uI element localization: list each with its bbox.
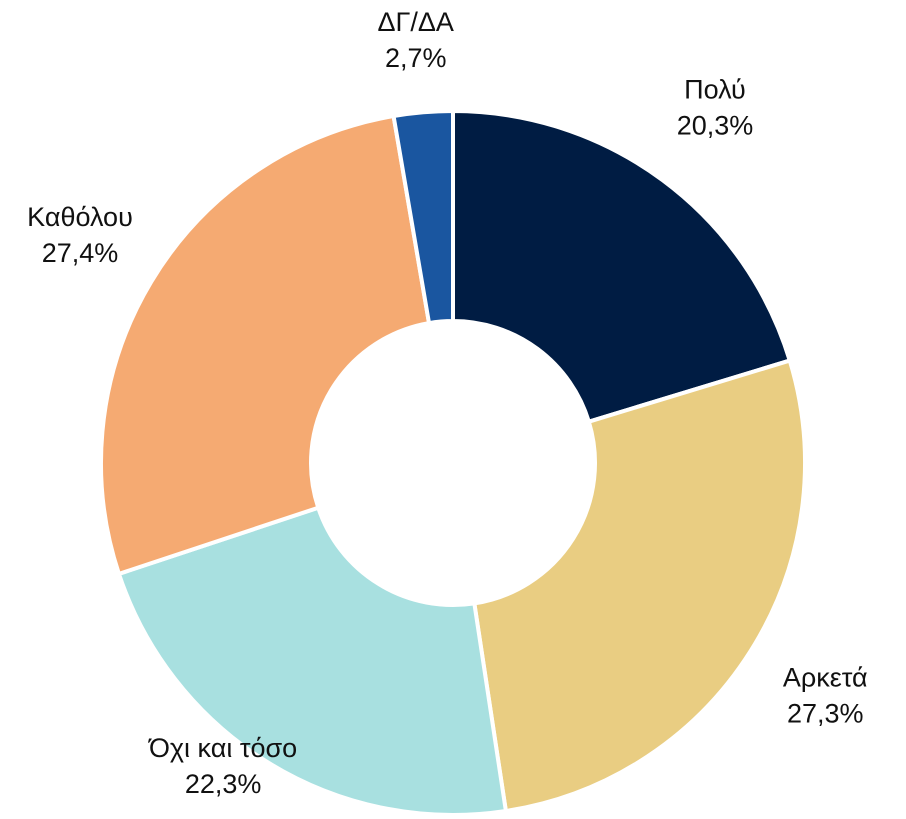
slice-label: Πολύ [684, 75, 746, 105]
donut-slice [391, 108, 455, 326]
slice-value-label: 22,3% [185, 769, 262, 799]
slice-label: ΔΓ/ΔΑ [377, 7, 453, 37]
slice-label: Καθόλου [27, 202, 133, 232]
slice-label: Όχι και τόσο [148, 733, 297, 763]
slice-value-label: 27,3% [787, 699, 864, 729]
slice-label: Αρκετά [783, 663, 868, 693]
donut-slice [99, 113, 432, 577]
slice-value-label: 2,7% [385, 43, 447, 73]
slice-value-label: 20,3% [677, 111, 754, 141]
donut-slice [116, 505, 509, 817]
donut-slice [451, 108, 793, 425]
slice-value-label: 27,4% [42, 238, 119, 268]
donut-slice [472, 358, 807, 814]
